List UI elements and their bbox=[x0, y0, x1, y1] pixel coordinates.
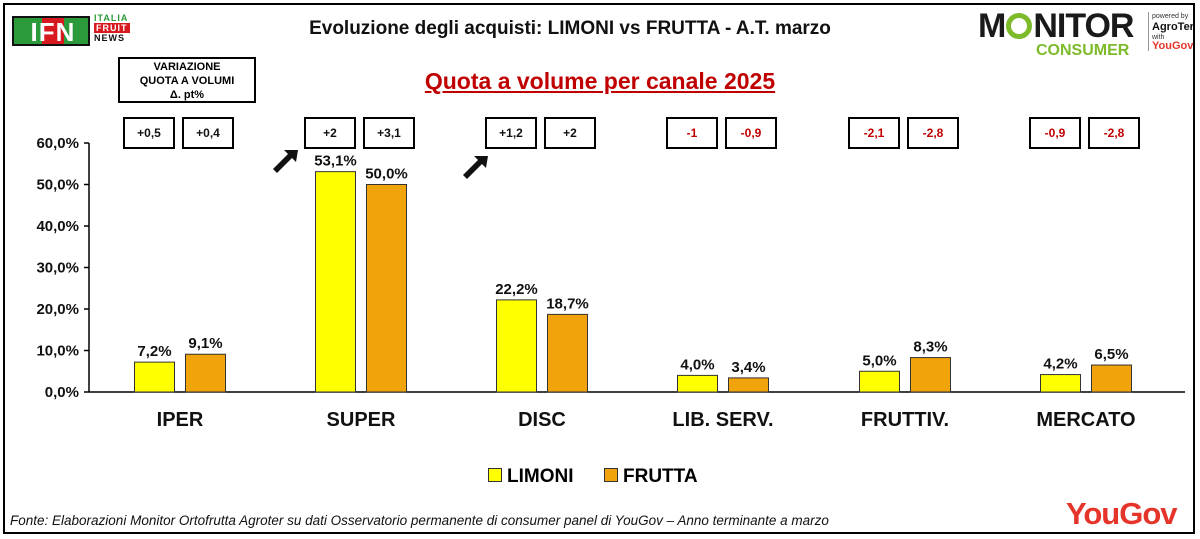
with-text: with bbox=[1152, 34, 1165, 41]
delta-box-limoni: +2 bbox=[304, 117, 356, 149]
bar-frutta bbox=[547, 313, 588, 393]
monitor-logo-rest: NITOR bbox=[1033, 7, 1134, 45]
arrow-icon bbox=[273, 150, 298, 173]
data-label: 18,7% bbox=[546, 295, 589, 312]
y-tick-label: 0,0% bbox=[45, 384, 79, 401]
variation-line-2: QUOTA A VOLUMI bbox=[139, 75, 235, 87]
y-tick-label: 50,0% bbox=[36, 177, 79, 194]
data-label: 5,0% bbox=[862, 352, 896, 369]
y-tick-label: 30,0% bbox=[36, 260, 79, 277]
y-tick-label: 10,0% bbox=[36, 343, 79, 360]
legend-label-frutta: FRUTTA bbox=[623, 466, 698, 487]
data-label: 3,4% bbox=[731, 359, 765, 376]
legend-swatch-limoni bbox=[488, 468, 502, 482]
bar-limoni bbox=[677, 374, 718, 393]
x-category-label: MERCATO bbox=[1036, 409, 1135, 431]
bar-frutta bbox=[910, 357, 951, 393]
bar-limoni bbox=[1040, 374, 1081, 393]
bar-frutta bbox=[185, 353, 226, 393]
delta-box-limoni: -0,9 bbox=[1029, 117, 1081, 149]
monitor-logo-consumer: CONSUMER bbox=[1036, 42, 1130, 59]
data-label: 6,5% bbox=[1094, 346, 1128, 363]
ifn-line-2: FRUIT bbox=[94, 23, 130, 33]
monitor-logo-powered: powered by AgroTer with YouGov bbox=[1148, 12, 1194, 52]
magnifier-icon bbox=[1006, 13, 1033, 39]
bar-limoni bbox=[859, 370, 900, 393]
x-category-label: IPER bbox=[157, 409, 204, 431]
variation-legend-box: VARIAZIONE QUOTA A VOLUMI Δ. pt% bbox=[118, 57, 256, 103]
bar-limoni bbox=[496, 299, 537, 393]
delta-box-frutta: +2 bbox=[544, 117, 596, 149]
delta-box-frutta: +3,1 bbox=[363, 117, 415, 149]
ifn-logo-tagline: ITALIA FRUIT NEWS bbox=[94, 13, 142, 43]
data-label: 4,0% bbox=[680, 356, 714, 373]
x-category-label: DISC bbox=[518, 409, 566, 431]
bar-limoni bbox=[315, 171, 356, 393]
data-label: 53,1% bbox=[314, 153, 357, 170]
delta-box-frutta: -2,8 bbox=[1088, 117, 1140, 149]
x-category-label: SUPER bbox=[327, 409, 396, 431]
ifn-line-1: ITALIA bbox=[94, 13, 129, 23]
monitor-consumer-logo: M NITOR CONSUMER powered by AgroTer with … bbox=[978, 7, 1194, 64]
delta-box-limoni: +1,2 bbox=[485, 117, 537, 149]
x-category-label: LIB. SERV. bbox=[672, 409, 773, 431]
bar-frutta bbox=[1091, 364, 1132, 393]
agroter-text: AgroTer bbox=[1152, 21, 1194, 33]
data-label: 4,2% bbox=[1043, 356, 1077, 373]
legend-label-limoni: LIMONI bbox=[507, 466, 574, 487]
yougov-small-text: YouGov bbox=[1152, 40, 1194, 52]
legend-item-frutta: FRUTTA bbox=[604, 466, 698, 488]
y-tick-label: 20,0% bbox=[36, 301, 79, 318]
delta-box-limoni: -1 bbox=[666, 117, 718, 149]
bar-frutta bbox=[366, 184, 407, 393]
ifn-line-3: NEWS bbox=[94, 33, 125, 43]
delta-box-limoni: -2,1 bbox=[848, 117, 900, 149]
variation-line-3: Δ. pt% bbox=[169, 89, 205, 101]
ifn-logo: IFN ITALIA FRUIT NEWS bbox=[12, 12, 137, 48]
bar-frutta bbox=[728, 377, 769, 393]
delta-box-frutta: +0,4 bbox=[182, 117, 234, 149]
ifn-logo-red-block bbox=[42, 18, 64, 44]
arrow-icon bbox=[463, 156, 488, 179]
legend-item-limoni: LIMONI bbox=[488, 466, 574, 488]
powered-by-text: powered by bbox=[1152, 13, 1189, 20]
delta-box-limoni: +0,5 bbox=[123, 117, 175, 149]
monitor-logo-main: M NITOR bbox=[978, 7, 1134, 45]
data-label: 7,2% bbox=[137, 343, 171, 360]
data-label: 50,0% bbox=[365, 166, 408, 183]
chart-subtitle: Quota a volume per canale 2025 bbox=[424, 68, 776, 94]
chart-title: Evoluzione degli acquisti: LIMONI vs FRU… bbox=[309, 18, 831, 39]
data-label: 22,2% bbox=[495, 281, 538, 298]
ifn-logo-text: IFN bbox=[30, 17, 76, 47]
yougov-logo: YouGov bbox=[1066, 496, 1178, 531]
delta-box-frutta: -2,8 bbox=[907, 117, 959, 149]
bar-limoni bbox=[134, 361, 175, 393]
x-category-label: FRUTTIV. bbox=[861, 409, 949, 431]
chart-frame bbox=[3, 3, 1195, 534]
delta-box-frutta: -0,9 bbox=[725, 117, 777, 149]
y-tick-label: 40,0% bbox=[36, 218, 79, 235]
variation-line-1: VARIAZIONE bbox=[153, 61, 221, 73]
data-label: 8,3% bbox=[913, 339, 947, 356]
data-label: 9,1% bbox=[188, 335, 222, 352]
y-tick-label: 60,0% bbox=[36, 135, 79, 152]
legend-swatch-frutta bbox=[604, 468, 618, 482]
ifn-logo-box: IFN bbox=[12, 16, 90, 46]
source-note: Fonte: Elaborazioni Monitor Ortofrutta A… bbox=[10, 513, 829, 528]
